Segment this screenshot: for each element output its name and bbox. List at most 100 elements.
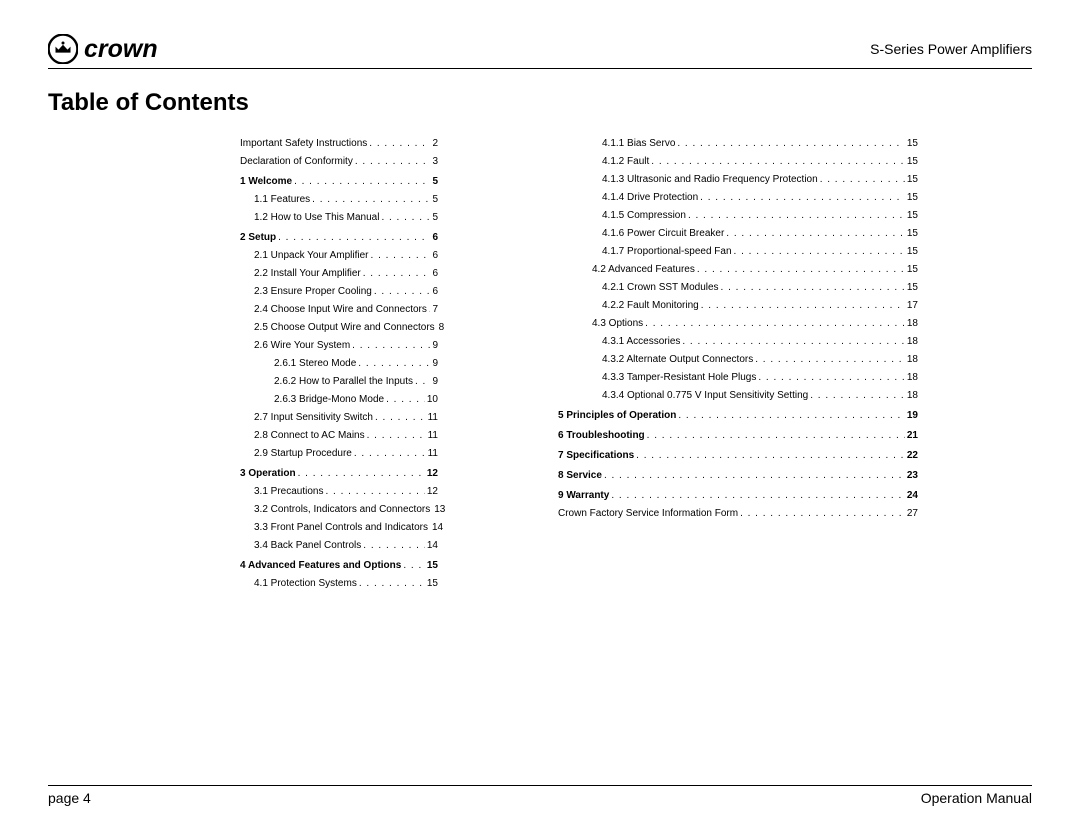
toc-entry: 4.1.3 Ultrasonic and Radio Frequency Pro… — [558, 171, 918, 189]
toc-entry-label: 4.1.4 Drive Protection — [602, 189, 698, 207]
toc-entry-label: 2.2 Install Your Amplifier — [254, 265, 361, 283]
toc-entry: 2.4 Choose Input Wire and Connectors . .… — [240, 301, 438, 319]
toc-leader-dots: . . . . . . . . . . . . . . . . . . . . … — [758, 369, 905, 387]
toc-entry-label: 4.1.2 Fault — [602, 153, 649, 171]
toc-entry-label: 6 Troubleshooting — [558, 427, 645, 445]
toc-leader-dots: . . . . . . . . . . . . . . . . . . . . … — [354, 445, 426, 463]
toc-entry: 4.1.6 Power Circuit Breaker . . . . . . … — [558, 225, 918, 243]
toc-entry-page: 6 — [432, 283, 438, 301]
toc-entry: 9 Warranty . . . . . . . . . . . . . . .… — [558, 487, 918, 505]
toc-leader-dots: . . . . . . . . . . . . . . . . . . . . … — [682, 333, 905, 351]
toc-entry: 7 Specifications . . . . . . . . . . . .… — [558, 447, 918, 465]
toc-entry-label: 2.6.3 Bridge-Mono Mode — [274, 391, 384, 409]
crown-logo-icon — [48, 34, 78, 64]
toc-entry-page: 15 — [907, 279, 918, 297]
toc-leader-dots: . . . . . . . . . . . . . . . . . . . . … — [312, 191, 430, 209]
toc-entry: 4.1.4 Drive Protection . . . . . . . . .… — [558, 189, 918, 207]
toc-entry-page: 18 — [907, 351, 918, 369]
toc-leader-dots: . . . . . . . . . . . . . . . . . . . . … — [371, 247, 431, 265]
toc-entry: 2.6.3 Bridge-Mono Mode . . . . . . . . .… — [240, 391, 438, 409]
toc-entry-label: 4.2 Advanced Features — [592, 261, 695, 279]
toc-entry: 3.1 Precautions . . . . . . . . . . . . … — [240, 483, 438, 501]
footer-page-number: page 4 — [48, 790, 91, 806]
toc-entry: 4.2 Advanced Features . . . . . . . . . … — [558, 261, 918, 279]
toc-entry-label: 2.6 Wire Your System — [254, 337, 350, 355]
toc-entry-label: 4.3.4 Optional 0.775 V Input Sensitivity… — [602, 387, 808, 405]
toc-leader-dots: . . . . . . . . . . . . . . . . . . . . … — [721, 279, 905, 297]
page-title: Table of Contents — [48, 89, 1032, 117]
toc-entry-page: 15 — [427, 575, 438, 593]
toc-leader-dots: . . . . . . . . . . . . . . . . . . . . … — [734, 243, 905, 261]
toc-entry: 4.1.1 Bias Servo . . . . . . . . . . . .… — [558, 135, 918, 153]
page: crown S-Series Power Amplifiers Table of… — [0, 0, 1080, 834]
toc-entry: 4.3 Options . . . . . . . . . . . . . . … — [558, 315, 918, 333]
toc-leader-dots: . . . . . . . . . . . . . . . . . . . . … — [700, 189, 905, 207]
toc-entry-label: 1 Welcome — [240, 173, 292, 191]
toc-leader-dots: . . . . . . . . . . . . . . . . . . . . … — [374, 283, 431, 301]
toc-entry-page: 23 — [907, 467, 918, 485]
toc-entry-label: 2.6.2 How to Parallel the Inputs — [274, 373, 413, 391]
toc-entry-label: 8 Service — [558, 467, 602, 485]
toc-entry: 3.3 Front Panel Controls and Indicators … — [240, 519, 438, 537]
toc-entry: Crown Factory Service Information Form .… — [558, 505, 918, 523]
toc-entry: 2.2 Install Your Amplifier . . . . . . .… — [240, 265, 438, 283]
toc-entry-label: 5 Principles of Operation — [558, 407, 676, 425]
toc-entry: 4.2.2 Fault Monitoring . . . . . . . . .… — [558, 297, 918, 315]
toc-entry-label: 1.2 How to Use This Manual — [254, 209, 379, 227]
toc-entry-page: 15 — [907, 243, 918, 261]
toc-entry: 1.2 How to Use This Manual . . . . . . .… — [240, 209, 438, 227]
toc-leader-dots: . . . . . . . . . . . . . . . . . . . . … — [701, 297, 905, 315]
toc-entry-label: 3.4 Back Panel Controls — [254, 537, 361, 555]
toc-entry: 1.1 Features . . . . . . . . . . . . . .… — [240, 191, 438, 209]
toc-entry-page: 13 — [434, 501, 445, 519]
toc-entry-label: 4.3.1 Accessories — [602, 333, 680, 351]
toc-leader-dots: . . . . . . . . . . . . . . . . . . . . … — [403, 557, 425, 575]
toc-leader-dots: . . . . . . . . . . . . . . . . . . . . … — [358, 355, 430, 373]
toc-entry-label: 4.1 Protection Systems — [254, 575, 357, 593]
toc-entry-page: 2 — [432, 135, 438, 153]
toc-entry-page: 15 — [907, 153, 918, 171]
toc-entry-page: 10 — [427, 391, 438, 409]
toc-entry-page: 14 — [432, 519, 443, 537]
toc-leader-dots: . . . . . . . . . . . . . . . . . . . . … — [697, 261, 905, 279]
toc-entry: 4.1.5 Compression . . . . . . . . . . . … — [558, 207, 918, 225]
toc-leader-dots: . . . . . . . . . . . . . . . . . . . . … — [810, 387, 905, 405]
toc-leader-dots: . . . . . . . . . . . . . . . . . . . . … — [386, 391, 425, 409]
toc-entry-page: 3 — [432, 153, 438, 171]
toc-entry: 2 Setup . . . . . . . . . . . . . . . . … — [240, 229, 438, 247]
toc-leader-dots: . . . . . . . . . . . . . . . . . . . . … — [636, 447, 905, 465]
toc-leader-dots: . . . . . . . . . . . . . . . . . . . . … — [415, 373, 430, 391]
toc-entry-label: 3.2 Controls, Indicators and Connectors — [254, 501, 430, 519]
toc-entry-label: 4.2.1 Crown SST Modules — [602, 279, 719, 297]
toc-entry-label: 2 Setup — [240, 229, 276, 247]
toc-entry-page: 6 — [432, 265, 438, 283]
toc-entry-page: 27 — [907, 505, 918, 523]
toc-entry: 2.1 Unpack Your Amplifier . . . . . . . … — [240, 247, 438, 265]
toc-entry: 4 Advanced Features and Options . . . . … — [240, 557, 438, 575]
toc-entry: 4.3.3 Tamper-Resistant Hole Plugs . . . … — [558, 369, 918, 387]
toc-entry-label: 2.4 Choose Input Wire and Connectors — [254, 301, 427, 319]
toc-leader-dots: . . . . . . . . . . . . . . . . . . . . … — [429, 301, 431, 319]
toc-entry: 8 Service . . . . . . . . . . . . . . . … — [558, 467, 918, 485]
toc-leader-dots: . . . . . . . . . . . . . . . . . . . . … — [298, 465, 425, 483]
toc-leader-dots: . . . . . . . . . . . . . . . . . . . . … — [645, 315, 905, 333]
toc-entry-page: 18 — [907, 387, 918, 405]
toc-entry-label: 4.1.3 Ultrasonic and Radio Frequency Pro… — [602, 171, 818, 189]
toc-entry: 1 Welcome . . . . . . . . . . . . . . . … — [240, 173, 438, 191]
toc-entry: 4.2.1 Crown SST Modules . . . . . . . . … — [558, 279, 918, 297]
toc-entry-page: 22 — [907, 447, 918, 465]
toc-entry-label: 4.1.6 Power Circuit Breaker — [602, 225, 724, 243]
toc-column-left: Important Safety Instructions . . . . . … — [48, 135, 438, 785]
toc-entry-label: 4.3 Options — [592, 315, 643, 333]
toc-entry-page: 15 — [907, 207, 918, 225]
toc-column-right: 4.1.1 Bias Servo . . . . . . . . . . . .… — [498, 135, 918, 785]
toc-leader-dots: . . . . . . . . . . . . . . . . . . . . … — [367, 427, 426, 445]
toc-entry: 5 Principles of Operation . . . . . . . … — [558, 407, 918, 425]
toc-leader-dots: . . . . . . . . . . . . . . . . . . . . … — [326, 483, 425, 501]
toc-entry-page: 11 — [428, 409, 438, 427]
toc-entry-page: 15 — [907, 171, 918, 189]
toc-entry: 3.2 Controls, Indicators and Connectors … — [240, 501, 438, 519]
toc-leader-dots: . . . . . . . . . . . . . . . . . . . . … — [359, 575, 425, 593]
toc-entry-label: 2.5 Choose Output Wire and Connectors — [254, 319, 435, 337]
footer-manual-label: Operation Manual — [921, 790, 1032, 806]
